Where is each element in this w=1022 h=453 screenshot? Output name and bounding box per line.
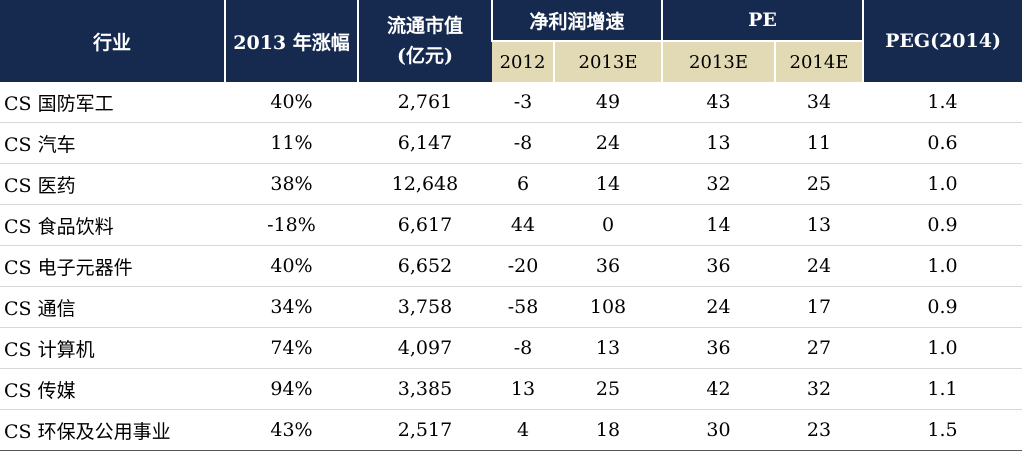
cell-market-cap: 6,652 (358, 245, 492, 287)
header-growth-2013e: 2013E (552, 40, 663, 82)
table-row: CS 传媒 94% 3,385 13 25 42 32 1.1 (0, 368, 1022, 410)
cell-growth-2012: -3 (492, 82, 554, 123)
cell-peg-2014: 1.1 (863, 368, 1022, 410)
cell-growth-2013e: 24 (554, 122, 663, 164)
cell-change-2013: 74% (225, 327, 358, 369)
cell-pe-2013e: 13 (662, 122, 776, 164)
cell-pe-2014e: 24 (775, 245, 864, 287)
cell-growth-2012: -20 (492, 245, 554, 287)
cell-change-2013: 40% (225, 245, 358, 287)
cell-market-cap: 4,097 (358, 327, 492, 369)
header-change-2013: 2013 年涨幅 (224, 0, 358, 82)
cell-growth-2013e: 0 (554, 204, 663, 246)
cell-growth-2012: 44 (492, 204, 554, 246)
table-row: CS 计算机 74% 4,097 -8 13 36 27 1.0 (0, 327, 1022, 369)
cell-growth-2013e: 14 (554, 163, 663, 205)
header-pe: PE (661, 0, 864, 41)
cell-pe-2013e: 14 (662, 204, 776, 246)
table-row: CS 食品饮料 -18% 6,617 44 0 14 13 0.9 (0, 204, 1022, 246)
cell-growth-2013e: 18 (554, 409, 663, 451)
header-pe-2013e: 2013E (661, 40, 776, 82)
cell-pe-2013e: 36 (662, 327, 776, 369)
cell-growth-2012: 13 (492, 368, 554, 410)
cell-peg-2014: 1.0 (863, 163, 1022, 205)
table-row: CS 电子元器件 40% 6,652 -20 36 36 24 1.0 (0, 245, 1022, 287)
cell-growth-2013e: 25 (554, 368, 663, 410)
cell-market-cap: 6,617 (358, 204, 492, 246)
cell-pe-2014e: 34 (775, 82, 864, 123)
cell-peg-2014: 1.0 (863, 327, 1022, 369)
cell-industry-name: CS 医药 (0, 163, 225, 205)
table-row: CS 通信 34% 3,758 -58 108 24 17 0.9 (0, 286, 1022, 328)
cell-growth-2012: -8 (492, 122, 554, 164)
cell-change-2013: 43% (225, 409, 358, 451)
cell-change-2013: 11% (225, 122, 358, 164)
cell-pe-2014e: 23 (775, 409, 864, 451)
header-net-profit-growth: 净利润增速 (490, 0, 663, 41)
table-row: CS 环保及公用事业 43% 2,517 4 18 30 23 1.5 (0, 409, 1022, 451)
cell-pe-2013e: 36 (662, 245, 776, 287)
header-peg: PEG(2014) (862, 0, 1022, 82)
cell-change-2013: 34% (225, 286, 358, 328)
cell-peg-2014: 0.9 (863, 286, 1022, 328)
cell-industry-name: CS 电子元器件 (0, 245, 225, 287)
cell-growth-2013e: 36 (554, 245, 663, 287)
cell-market-cap: 2,761 (358, 82, 492, 123)
table-row: CS 汽车 11% 6,147 -8 24 13 11 0.6 (0, 122, 1022, 164)
table-row: CS 国防军工 40% 2,761 -3 49 43 34 1.4 (0, 82, 1022, 123)
cell-market-cap: 6,147 (358, 122, 492, 164)
cell-pe-2013e: 42 (662, 368, 776, 410)
table-row: CS 医药 38% 12,648 6 14 32 25 1.0 (0, 163, 1022, 205)
cell-peg-2014: 0.6 (863, 122, 1022, 164)
cell-market-cap: 2,517 (358, 409, 492, 451)
cell-pe-2014e: 11 (775, 122, 864, 164)
cell-pe-2014e: 17 (775, 286, 864, 328)
cell-growth-2013e: 49 (554, 82, 663, 123)
cell-pe-2014e: 25 (775, 163, 864, 205)
cell-growth-2012: 4 (492, 409, 554, 451)
cell-peg-2014: 0.9 (863, 204, 1022, 246)
cell-peg-2014: 1.4 (863, 82, 1022, 123)
cell-industry-name: CS 食品饮料 (0, 204, 225, 246)
header-market-cap: 流通市值 (亿元) (357, 0, 492, 82)
cell-market-cap: 3,758 (358, 286, 492, 328)
cell-industry-name: CS 国防军工 (0, 82, 225, 123)
header-pe-2014e: 2014E (774, 40, 864, 82)
header-growth-2012: 2012 (492, 40, 554, 82)
cell-industry-name: CS 环保及公用事业 (0, 409, 225, 451)
cell-peg-2014: 1.0 (863, 245, 1022, 287)
cell-pe-2014e: 27 (775, 327, 864, 369)
cell-pe-2013e: 24 (662, 286, 776, 328)
cell-growth-2012: -58 (492, 286, 554, 328)
cell-pe-2013e: 30 (662, 409, 776, 451)
cell-growth-2013e: 108 (554, 286, 663, 328)
cell-pe-2014e: 32 (775, 368, 864, 410)
cell-growth-2012: 6 (492, 163, 554, 205)
cell-peg-2014: 1.5 (863, 409, 1022, 451)
cell-change-2013: 38% (225, 163, 358, 205)
cell-market-cap: 12,648 (358, 163, 492, 205)
cell-pe-2013e: 32 (662, 163, 776, 205)
cell-change-2013: 40% (225, 82, 358, 123)
cell-market-cap: 3,385 (358, 368, 492, 410)
cell-pe-2014e: 13 (775, 204, 864, 246)
cell-industry-name: CS 通信 (0, 286, 225, 328)
cell-pe-2013e: 43 (662, 82, 776, 123)
cell-change-2013: -18% (225, 204, 358, 246)
cell-industry-name: CS 计算机 (0, 327, 225, 369)
header-industry: 行业 (0, 0, 225, 82)
table-header: 行业 2013 年涨幅 流通市值 (亿元) 净利润增速 PE PEG(2014)… (0, 0, 1022, 82)
cell-change-2013: 94% (225, 368, 358, 410)
header-market-cap-line1: 流通市值 (386, 15, 463, 37)
table-body: CS 国防军工 40% 2,761 -3 49 43 34 1.4 CS 汽车 11% 6,147-… (0, 82, 1022, 451)
cell-industry-name: CS 传媒 (0, 368, 225, 410)
header-market-cap-line2: (亿元) (397, 45, 453, 67)
cell-industry-name: CS 汽车 (0, 122, 225, 164)
cell-growth-2013e: 13 (554, 327, 663, 369)
cell-growth-2012: -8 (492, 327, 554, 369)
